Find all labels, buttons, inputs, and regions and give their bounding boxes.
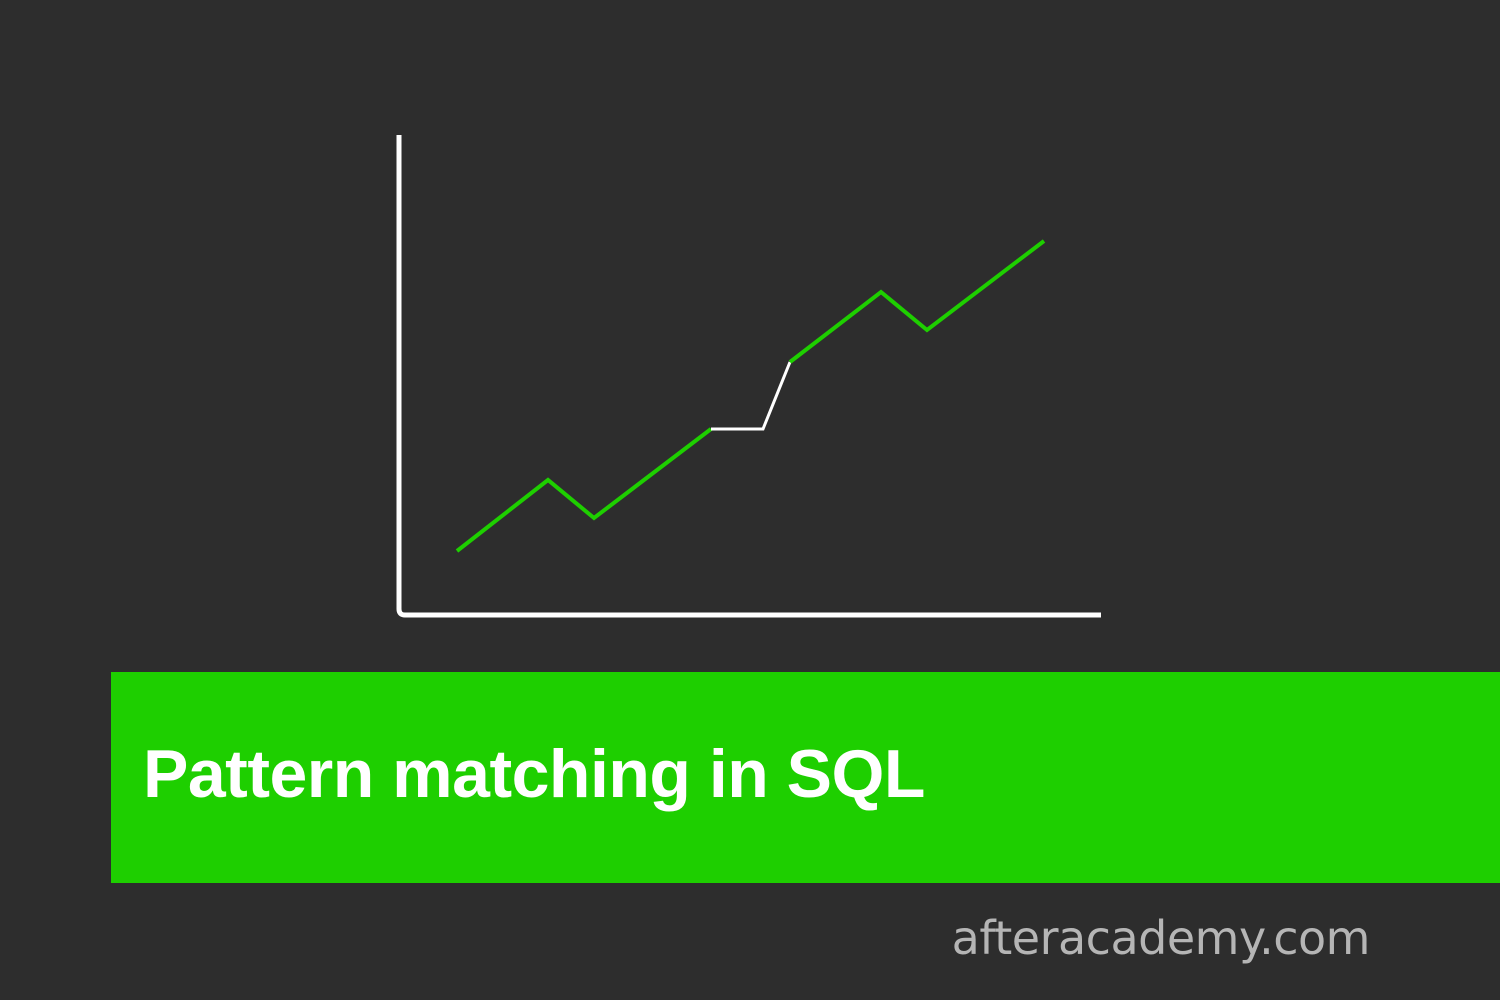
title-banner: Pattern matching in SQL xyxy=(111,672,1500,883)
line-graph-icon xyxy=(396,135,1101,618)
graph-axes xyxy=(396,135,1101,618)
page-title: Pattern matching in SQL xyxy=(143,736,925,812)
site-url: afteracademy.com xyxy=(951,911,1371,965)
trend-line-end xyxy=(788,239,1046,364)
trend-line-start xyxy=(455,427,713,553)
matched-pattern-segment xyxy=(711,361,792,431)
